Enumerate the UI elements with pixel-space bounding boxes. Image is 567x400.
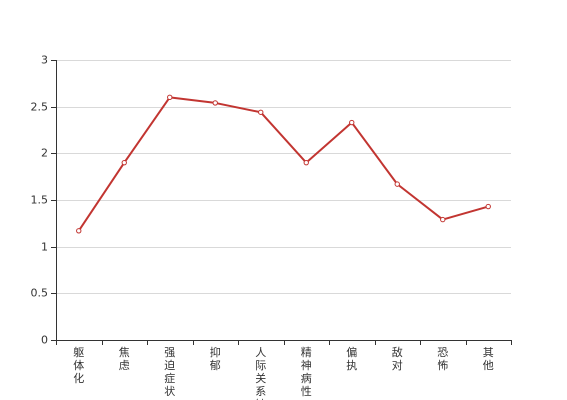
data-point (258, 109, 264, 115)
y-tick-label: 1 (41, 241, 48, 254)
y-tick-label: 0.5 (31, 287, 49, 300)
series (76, 94, 491, 234)
y-tick-label: 1.5 (31, 194, 49, 207)
data-point (394, 181, 400, 187)
x-tick-label: 恐怖 (437, 346, 448, 372)
data-point (440, 216, 446, 223)
x-tick-label: 躯体化 (73, 346, 84, 385)
data-point (167, 94, 173, 101)
y-tick-label: 2.5 (31, 101, 49, 114)
y-tick-label: 2 (41, 147, 48, 160)
y-tick-label: 0 (41, 334, 48, 347)
data-point (121, 159, 127, 166)
data-point (485, 203, 491, 210)
data-point (76, 228, 82, 234)
x-tick-label: 抑郁 (210, 345, 221, 372)
x-tick-label: 强迫症状 (164, 346, 175, 398)
x-tick-label: 偏执 (346, 345, 357, 372)
tick-labels: 0 0.5 1 1.5 2 2.5 3 躯体化 焦虑 强迫症状 抑郁 人际关系敏 精神病性 偏执 敌对 恐怖 其… (31, 54, 494, 400)
gridlines (56, 60, 511, 294)
series-line (77, 96, 490, 232)
x-tick-label: 敌对 (392, 345, 403, 372)
x-tick-label: 其他 (483, 346, 494, 372)
axes (51, 60, 512, 345)
data-point (303, 159, 309, 166)
x-tick-label: 焦虑 (119, 346, 130, 372)
data-point (349, 119, 355, 126)
y-tick-label: 3 (41, 54, 48, 67)
data-point (212, 100, 218, 106)
x-tick-label: 精神病性 (301, 346, 312, 398)
x-tick-label: 人际关系敏 (255, 346, 266, 400)
